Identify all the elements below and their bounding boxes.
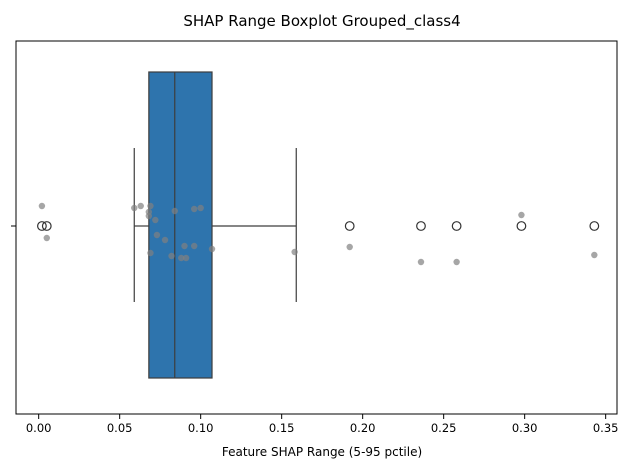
x-tick-label-2: 0.10 xyxy=(188,421,214,435)
data-point-12 xyxy=(171,207,178,215)
x-tick-label-0: 0.00 xyxy=(26,421,52,435)
data-point-20 xyxy=(291,248,298,256)
data-point-1 xyxy=(43,234,50,242)
data-point-13 xyxy=(178,254,185,262)
data-point-5 xyxy=(145,212,153,220)
iqr-box xyxy=(148,71,213,379)
outlier-marker-4 xyxy=(451,221,462,231)
data-point-16 xyxy=(190,205,198,213)
data-point-19 xyxy=(208,245,216,253)
plot-area: 0.00 0.05 0.10 0.15 0.20 0.25 0.30 0.35 xyxy=(11,40,619,435)
data-point-9 xyxy=(153,231,161,239)
x-tick-label-4: 0.20 xyxy=(350,421,376,435)
x-tick-label-7: 0.35 xyxy=(593,421,619,435)
x-tick-label-1: 0.05 xyxy=(107,421,133,435)
data-point-25 xyxy=(591,251,598,259)
data-point-6 xyxy=(147,249,154,257)
outlier-marker-1 xyxy=(41,221,52,231)
data-point-14 xyxy=(181,242,188,250)
data-point-2 xyxy=(131,204,138,212)
outlier-marker-5 xyxy=(516,221,527,231)
data-point-8 xyxy=(152,216,159,224)
data-point-21 xyxy=(346,243,353,251)
outlier-marker-3 xyxy=(416,221,426,231)
chart-title: SHAP Range Boxplot Grouped_class4 xyxy=(183,12,460,31)
outlier-marker-2 xyxy=(344,221,355,231)
x-axis-label: Feature SHAP Range (5-95 pctile) xyxy=(222,445,422,459)
data-point-17 xyxy=(190,242,198,250)
plot-frame xyxy=(15,40,618,415)
x-tick-label-6: 0.30 xyxy=(512,421,538,435)
data-point-0 xyxy=(38,202,46,210)
data-point-15 xyxy=(182,254,190,262)
outlier-marker-0 xyxy=(37,221,47,231)
data-point-24 xyxy=(518,211,525,219)
outlier-marker-6 xyxy=(589,221,600,231)
data-point-7 xyxy=(147,202,154,210)
data-point-10 xyxy=(161,236,169,244)
x-tick-label-3: 0.15 xyxy=(269,421,295,435)
data-point-11 xyxy=(168,252,175,260)
data-point-23 xyxy=(453,258,460,266)
data-point-18 xyxy=(197,204,204,212)
data-point-22 xyxy=(417,258,425,266)
x-tick-label-5: 0.25 xyxy=(431,421,457,435)
data-point-3 xyxy=(137,202,144,210)
